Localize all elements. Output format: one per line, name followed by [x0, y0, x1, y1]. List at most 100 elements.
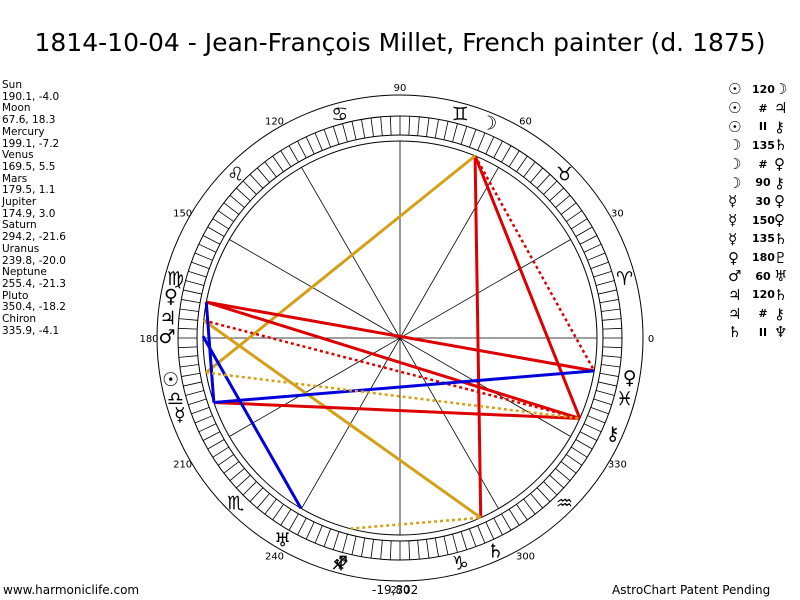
planet-name-jupiter: Jupiter — [2, 196, 37, 209]
degree-tick — [426, 539, 430, 559]
degree-tick — [601, 364, 621, 368]
degree-tick — [602, 327, 622, 330]
degree-label: 210 — [173, 460, 192, 471]
degree-tick — [601, 308, 621, 312]
degree-tick — [477, 525, 486, 544]
aspect-planet-glyph: ☽ — [728, 136, 742, 155]
aspect-planet-glyph: ♄ — [774, 136, 788, 155]
planet-coords-moon: 67.6, 18.3 — [2, 114, 56, 127]
planet-coords-uranus: 239.8, -20.0 — [2, 254, 66, 267]
aspect-planet-glyph: ☽ — [774, 80, 788, 99]
degree-tick — [183, 381, 202, 387]
degree-tick — [212, 218, 230, 230]
planet-saturn-icon: ♄ — [487, 541, 504, 563]
degree-tick — [188, 398, 207, 406]
degree-tick — [264, 498, 277, 515]
degree-tick — [272, 155, 284, 172]
aspect-planet-glyph: ♂ — [728, 267, 742, 286]
degree-tick — [508, 150, 520, 168]
degree-label: 0 — [648, 334, 654, 345]
degree-tick — [426, 117, 430, 137]
zodiac-capricorn-icon: ♑ — [452, 553, 469, 575]
degree-tick — [543, 481, 558, 496]
degree-tick — [297, 517, 307, 536]
planet-name-neptune: Neptune — [2, 266, 47, 279]
planet-name-moon: Moon — [2, 102, 31, 115]
planet-name-mercury: Mercury — [2, 125, 45, 138]
planet-name-sun: Sun — [2, 79, 22, 91]
planet-coords-mercury: 199.1, -7.2 — [2, 137, 60, 150]
aspect-row: ☽ # ♀ — [728, 155, 798, 174]
degree-tick — [408, 116, 411, 136]
patent-notice: AstroChart Patent Pending — [612, 583, 771, 597]
degree-tick — [207, 439, 225, 450]
aspect-planet-glyph: ♃ — [728, 304, 742, 323]
aspect-planet-glyph: ♅ — [774, 267, 788, 286]
degree-tick — [485, 521, 495, 540]
degree-tick — [460, 531, 468, 550]
aspect-line — [205, 300, 581, 420]
degree-tick — [593, 398, 612, 406]
degree-tick — [314, 525, 323, 544]
degree-tick — [198, 423, 217, 433]
site-link[interactable]: www.harmoniclife.com — [3, 583, 140, 597]
degree-tick — [202, 431, 221, 441]
aspect-row: ♀ 180 ♇ — [728, 248, 798, 267]
zodiac-aquarius-icon: ♒ — [556, 492, 573, 514]
degree-tick — [178, 327, 198, 330]
degree-tick — [443, 536, 449, 555]
degree-tick — [188, 270, 207, 278]
aspect-symbol: 180 — [752, 251, 775, 265]
degree-tick — [380, 540, 383, 560]
degree-label: 240 — [265, 551, 284, 562]
aspect-symbol: 150 — [752, 213, 775, 227]
aspect-line — [350, 516, 481, 530]
aspect-row: ☿ 135 ♄ — [728, 230, 798, 249]
degree-tick — [314, 132, 323, 151]
harmonic-value: -19,802 — [372, 583, 419, 597]
degree-tick — [370, 539, 374, 559]
degree-label: 180 — [139, 334, 158, 345]
degree-tick — [342, 123, 348, 143]
planet-mercury-icon: ☿ — [174, 404, 186, 426]
aspect-symbol: II — [758, 120, 768, 134]
aspect-row: ♃ 120 ♄ — [728, 286, 798, 305]
zodiac-sagittarius-icon: ♐ — [331, 553, 348, 575]
degree-label: 30 — [611, 209, 624, 220]
degree-tick — [523, 498, 536, 515]
planet-coords-venus: 169.5, 5.5 — [2, 160, 56, 173]
aspect-planet-glyph: ⚷ — [774, 304, 785, 323]
planet-jupiter-icon: ♃ — [159, 307, 176, 329]
outer-circle — [156, 94, 644, 582]
planet-name-saturn: Saturn — [2, 219, 37, 232]
degree-tick — [590, 407, 609, 415]
degree-tick — [288, 513, 299, 531]
aspect-row: ☉ II ⚷ — [728, 117, 798, 136]
degree-tick — [501, 513, 512, 531]
degree-tick — [191, 261, 210, 269]
degree-tick — [536, 487, 551, 502]
degree-tick — [549, 474, 564, 489]
zodiac-taurus-icon: ♉ — [556, 164, 573, 186]
aspect-row: ♂ 60 ♅ — [728, 267, 798, 286]
degree-tick — [579, 235, 598, 245]
aspect-planet-glyph: ☿ — [728, 229, 738, 248]
degree-tick — [264, 161, 277, 178]
degree-tick — [587, 252, 606, 261]
degree-tick — [242, 481, 257, 496]
planet-chiron-icon: ⚷ — [606, 423, 620, 445]
planet-coords-pluto: 350.4, -18.2 — [2, 301, 66, 314]
planet-coords-saturn: 294.2, -21.6 — [2, 231, 66, 244]
degree-label: 300 — [516, 551, 535, 562]
degree-tick — [602, 355, 622, 358]
aspect-planet-glyph: ☉ — [728, 99, 742, 118]
planet-name-chiron: Chiron — [2, 313, 37, 326]
zodiac-cancer-icon: ♋ — [331, 103, 348, 125]
aspect-planet-glyph: ☿ — [728, 192, 738, 211]
degree-tick — [236, 474, 251, 489]
aspect-line — [203, 319, 581, 420]
degree-tick — [178, 355, 198, 358]
aspect-planet-glyph: ♆ — [774, 323, 788, 342]
degree-tick — [493, 517, 503, 536]
